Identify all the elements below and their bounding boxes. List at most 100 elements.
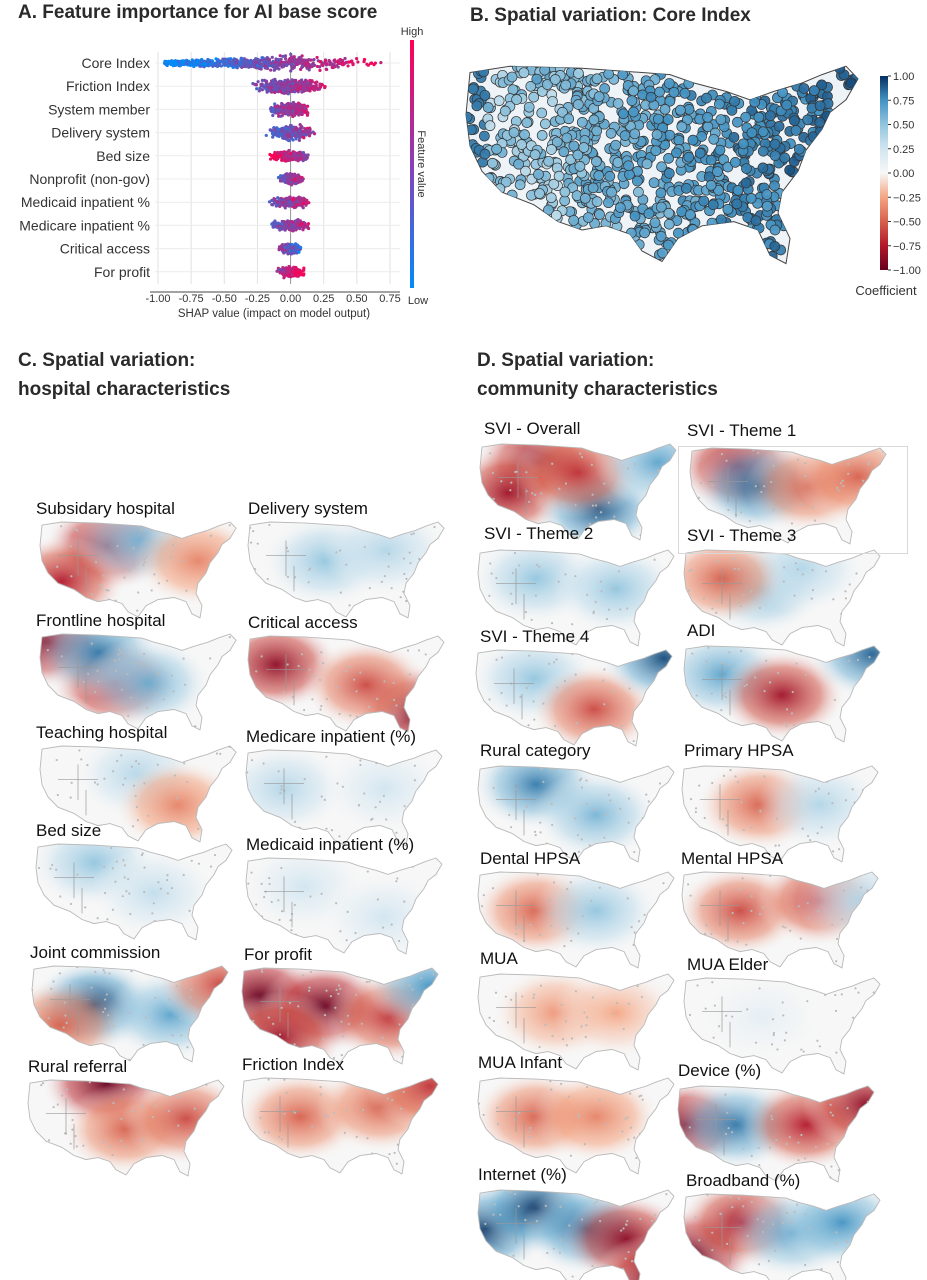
map-title: Subsidary hospital bbox=[36, 499, 175, 518]
site-point bbox=[140, 528, 143, 531]
site-point bbox=[166, 879, 169, 882]
map-title: Frontline hospital bbox=[36, 611, 165, 630]
shap-point bbox=[311, 130, 315, 134]
shap-point bbox=[291, 101, 295, 105]
site-point bbox=[82, 680, 86, 683]
shap-point bbox=[294, 137, 298, 141]
panel-a-title: A. Feature importance for AI base score bbox=[18, 2, 378, 23]
site-point bbox=[96, 669, 99, 672]
site-point bbox=[157, 881, 160, 884]
site-point bbox=[103, 865, 106, 869]
shap-point bbox=[258, 86, 262, 90]
shap-point bbox=[239, 58, 243, 62]
site-point bbox=[368, 586, 371, 590]
shap-point bbox=[271, 132, 275, 136]
shap-point bbox=[260, 78, 264, 83]
site-point bbox=[112, 770, 115, 773]
shap-point bbox=[287, 139, 291, 143]
site-point bbox=[406, 649, 410, 652]
shap-point bbox=[356, 60, 360, 64]
site-point bbox=[378, 800, 382, 803]
feature-label: Delivery system bbox=[51, 125, 150, 141]
coefficient-blob bbox=[114, 759, 236, 842]
shap-point bbox=[300, 54, 304, 58]
shap-point bbox=[275, 88, 279, 92]
shap-point bbox=[285, 63, 289, 67]
map-title: Teaching hospital bbox=[36, 723, 167, 742]
x-tick-label: -1.00 bbox=[145, 293, 170, 305]
site-point bbox=[146, 706, 149, 709]
site-point bbox=[399, 596, 402, 599]
site-point bbox=[170, 674, 173, 677]
shap-point bbox=[257, 89, 261, 93]
shap-point bbox=[301, 64, 305, 68]
site-point bbox=[117, 653, 120, 656]
shap-point bbox=[290, 133, 295, 137]
shap-point bbox=[290, 67, 295, 71]
shap-point bbox=[290, 78, 294, 82]
shap-point bbox=[200, 62, 204, 66]
coefficient-blob bbox=[320, 750, 442, 835]
site-point bbox=[127, 714, 130, 717]
site-point bbox=[123, 876, 126, 879]
shap-point bbox=[244, 60, 248, 64]
coefficient-blob bbox=[322, 522, 444, 597]
site-point bbox=[70, 575, 73, 578]
site-point bbox=[135, 805, 138, 809]
site-point bbox=[387, 565, 390, 568]
site-point bbox=[367, 705, 371, 708]
shap-point bbox=[333, 65, 337, 69]
site-point bbox=[94, 691, 97, 694]
site-point bbox=[180, 559, 183, 562]
feature-label: Medicare inpatient % bbox=[19, 217, 150, 233]
shap-point bbox=[318, 65, 322, 69]
site-point bbox=[247, 882, 250, 885]
site-point bbox=[319, 678, 322, 682]
site-point bbox=[94, 561, 98, 564]
shap-point bbox=[279, 104, 283, 108]
shap-point bbox=[282, 89, 286, 93]
shap-point bbox=[267, 85, 271, 89]
x-tick-label: -0.50 bbox=[212, 293, 237, 305]
shap-point bbox=[289, 130, 293, 134]
site-point bbox=[363, 792, 366, 795]
shap-point bbox=[286, 78, 290, 82]
site-point bbox=[120, 754, 123, 757]
shap-point bbox=[199, 58, 203, 63]
shap-point bbox=[291, 111, 296, 116]
shap-point bbox=[252, 64, 256, 68]
site-point bbox=[357, 804, 360, 807]
shap-point bbox=[277, 114, 281, 118]
site-point bbox=[59, 895, 62, 898]
shap-point bbox=[283, 54, 288, 58]
site-point bbox=[263, 896, 266, 899]
site-point bbox=[143, 782, 146, 785]
shap-point bbox=[260, 88, 264, 92]
shap-point bbox=[365, 62, 369, 66]
site-point bbox=[104, 891, 107, 895]
shap-point bbox=[276, 127, 280, 131]
shap-point bbox=[305, 128, 309, 133]
site-point bbox=[114, 880, 117, 883]
shap-point bbox=[273, 64, 278, 68]
site-point bbox=[49, 867, 52, 870]
site-point bbox=[142, 652, 146, 656]
shap-point bbox=[284, 106, 288, 111]
site-point bbox=[325, 755, 328, 758]
site-point bbox=[37, 866, 41, 870]
site-point bbox=[173, 774, 177, 777]
shap-point bbox=[333, 58, 337, 62]
shap-point bbox=[297, 138, 301, 142]
site-point bbox=[303, 778, 306, 781]
shap-point bbox=[298, 126, 303, 130]
shap-point bbox=[301, 130, 306, 134]
shap-point bbox=[259, 82, 263, 87]
shap-point bbox=[294, 108, 298, 113]
site-point bbox=[280, 785, 283, 788]
site-point bbox=[293, 903, 296, 907]
site-point bbox=[413, 779, 417, 782]
shap-point bbox=[235, 65, 239, 69]
shap-point bbox=[289, 52, 293, 56]
site-point bbox=[320, 795, 323, 798]
